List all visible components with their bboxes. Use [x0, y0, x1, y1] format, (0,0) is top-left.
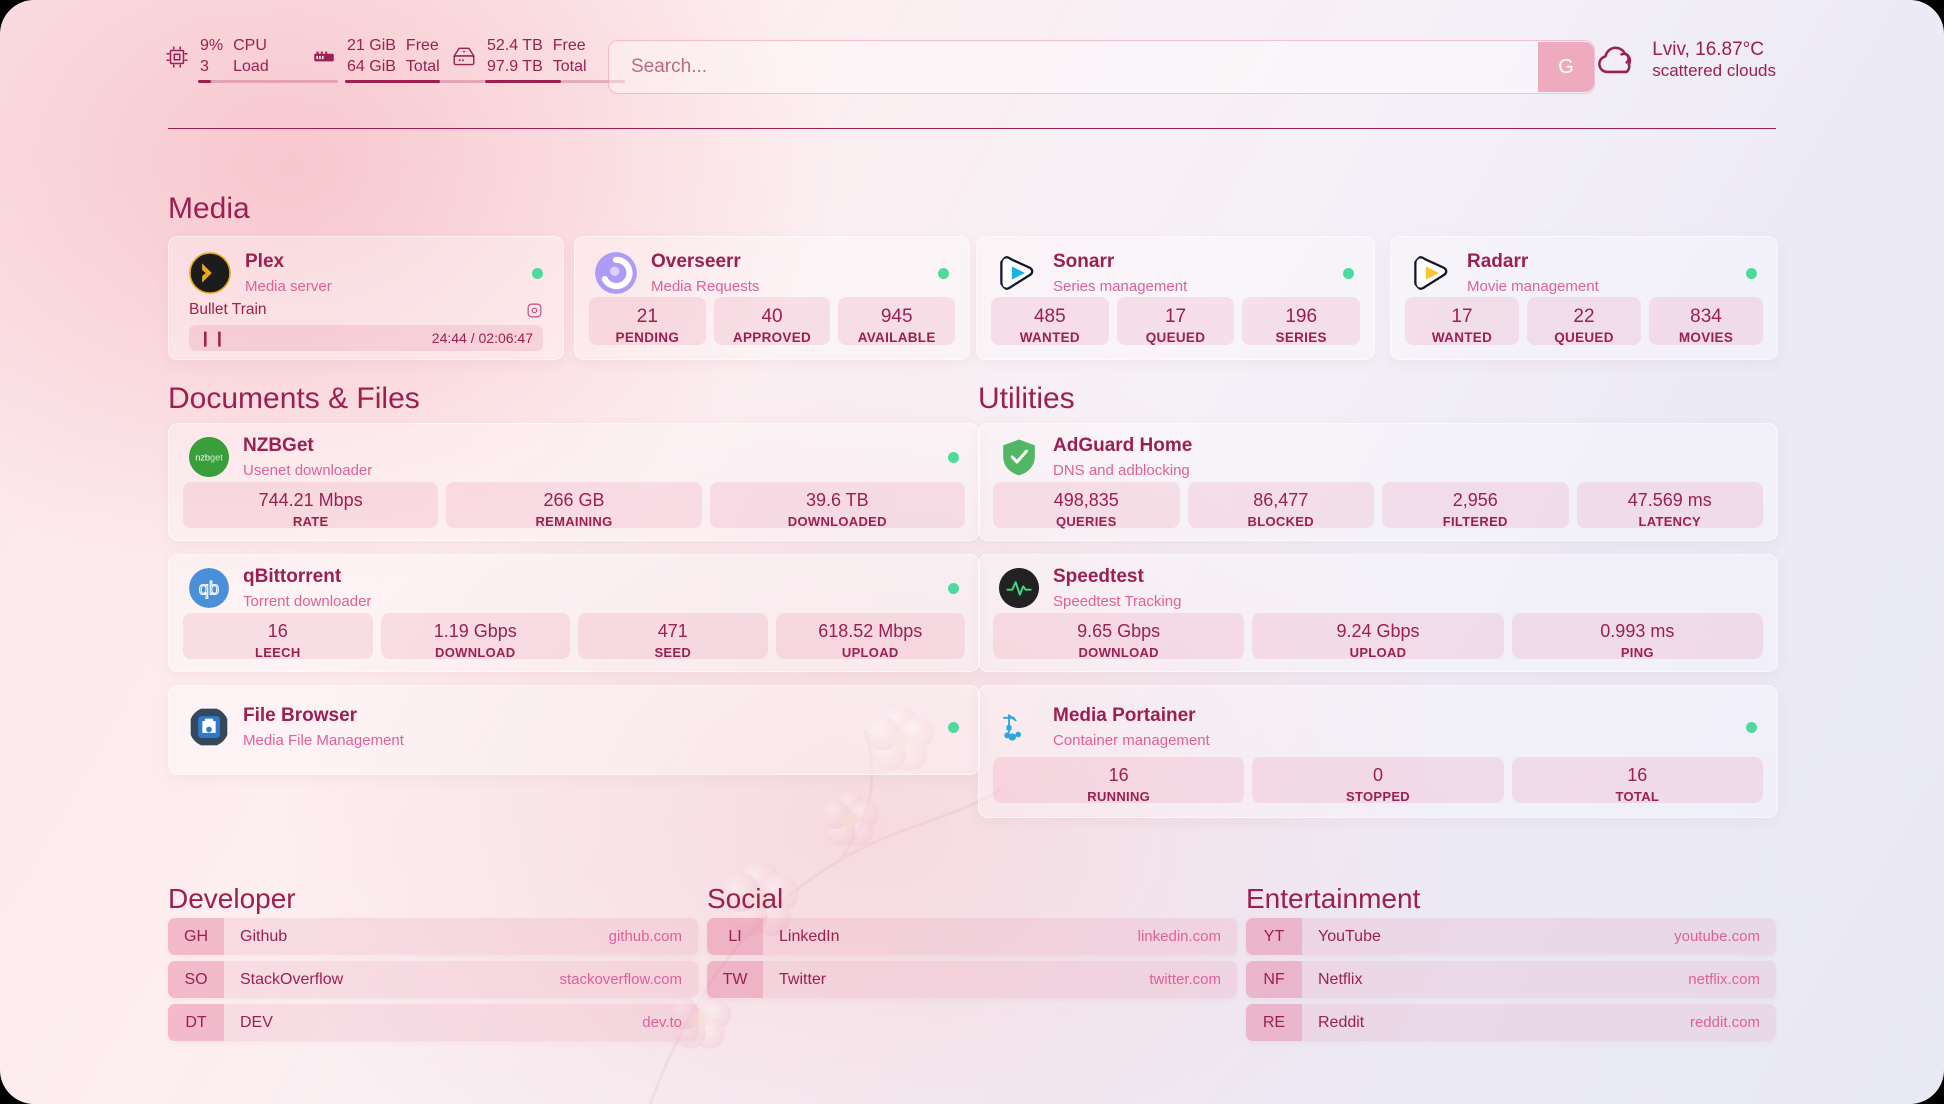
svg-text:nzbget: nzbget: [195, 452, 223, 462]
svg-text:qb: qb: [199, 578, 219, 599]
